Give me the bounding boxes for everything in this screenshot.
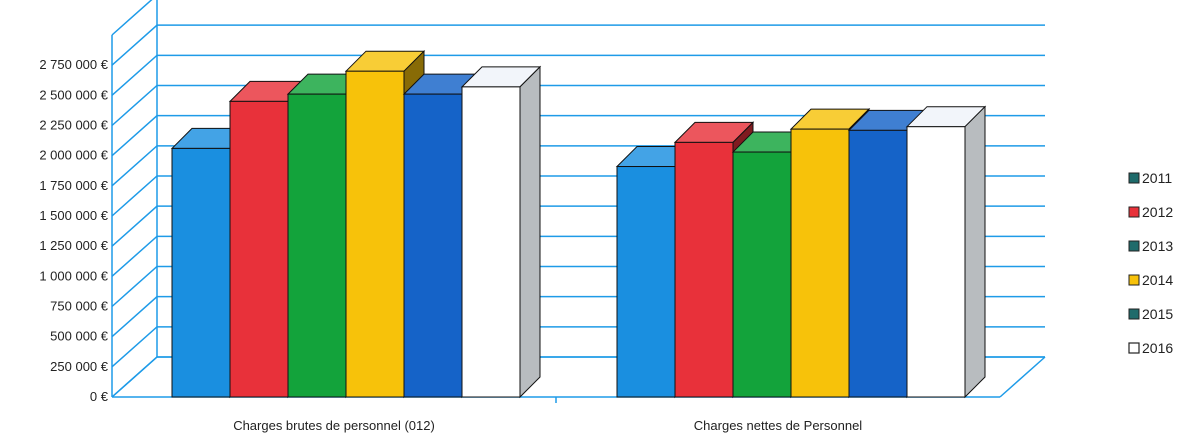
legend-swatch bbox=[1128, 240, 1140, 252]
bar-front bbox=[906, 126, 966, 398]
legend-label: 2016 bbox=[1142, 340, 1173, 356]
bar-side bbox=[519, 65, 541, 399]
y-tick-label: 2 500 000 € bbox=[39, 87, 108, 102]
bar-front bbox=[732, 151, 792, 398]
y-tick-label: 750 000 € bbox=[50, 299, 109, 314]
bar-side bbox=[964, 105, 986, 399]
y-tick-label: 0 € bbox=[90, 389, 109, 404]
x-category-label: Charges nettes de Personnel bbox=[694, 418, 862, 433]
legend-item-2015: 2015 bbox=[1128, 306, 1173, 322]
bar-front bbox=[790, 128, 850, 398]
legend-label: 2014 bbox=[1142, 272, 1173, 288]
bar-front bbox=[345, 70, 405, 398]
gridline bbox=[111, 84, 1045, 127]
bar-front bbox=[848, 129, 908, 398]
y-tick-label: 1 000 000 € bbox=[39, 268, 108, 283]
y-tick-label: 2 250 000 € bbox=[39, 118, 108, 133]
bar-front bbox=[171, 147, 231, 398]
legend-swatch bbox=[1128, 342, 1140, 354]
y-tick-label: 1 250 000 € bbox=[39, 238, 108, 253]
bar-front bbox=[287, 93, 347, 398]
legend-swatch bbox=[1128, 308, 1140, 320]
legend-swatch bbox=[1128, 274, 1140, 286]
legend-label: 2011 bbox=[1142, 170, 1172, 186]
bar-front bbox=[229, 100, 289, 398]
gridline bbox=[111, 54, 1045, 96]
legend-label: 2015 bbox=[1142, 306, 1173, 322]
bar-2016-1 bbox=[905, 105, 987, 399]
y-tick-label: 2 750 000 € bbox=[39, 57, 108, 72]
gridline bbox=[111, 0, 153, 36]
legend-item-2013: 2013 bbox=[1128, 238, 1173, 254]
y-axis-ticks: 0 € 250 000 € 500 000 € 750 000 € 1 000 000 … bbox=[39, 57, 108, 404]
bar-front bbox=[674, 141, 734, 398]
bar-front bbox=[616, 166, 676, 398]
legend-item-2012: 2012 bbox=[1128, 204, 1173, 220]
y-tick-label: 1 500 000 € bbox=[39, 208, 108, 223]
bar-front bbox=[461, 86, 521, 398]
legend-item-2014: 2014 bbox=[1128, 272, 1173, 288]
y-tick-label: 2 000 000 € bbox=[39, 148, 108, 163]
y-tick-label: 250 000 € bbox=[50, 359, 109, 374]
bars bbox=[170, 49, 987, 399]
x-category-label: Charges brutes de personnel (012) bbox=[233, 418, 435, 433]
legend-swatch bbox=[1128, 206, 1140, 218]
legend-swatch bbox=[1128, 172, 1140, 184]
y-tick-label: 500 000 € bbox=[50, 329, 109, 344]
legend-item-2016: 2016 bbox=[1128, 340, 1173, 356]
legend-label: 2013 bbox=[1142, 238, 1173, 254]
x-axis-categories: Charges brutes de personnel (012) Charges… bbox=[233, 397, 862, 433]
bar-2016-0 bbox=[460, 65, 542, 399]
legend-label: 2012 bbox=[1142, 204, 1173, 220]
bar-front bbox=[403, 93, 463, 398]
y-tick-label: 1 750 000 € bbox=[39, 178, 108, 193]
legend-item-2011: 2011 bbox=[1128, 170, 1172, 186]
gridline bbox=[111, 114, 1045, 157]
floor-right-edge bbox=[999, 356, 1046, 398]
gridline bbox=[111, 24, 1045, 66]
legend: 2011 2012 2013 2014 2015 2016 bbox=[1128, 170, 1173, 356]
